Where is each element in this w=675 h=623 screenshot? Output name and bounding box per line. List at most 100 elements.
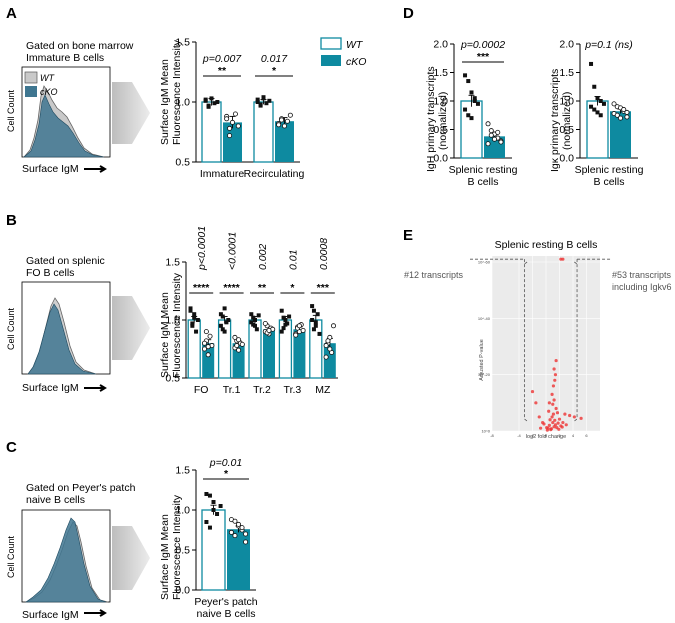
volcano-point (563, 412, 567, 416)
y-tick-label: 2.0 (433, 39, 448, 51)
panel-b-transition-arrow-icon (112, 296, 150, 360)
histogram-cko-curve (23, 94, 105, 158)
volcano-point (530, 389, 535, 394)
data-point-wt (207, 493, 212, 498)
p-value-label: 0.017 (261, 53, 288, 65)
hist-legend-cko-swatch (25, 86, 37, 97)
y-tick-label: 10^-60 (478, 260, 491, 265)
data-point-wt (592, 84, 597, 89)
data-point-cko (236, 347, 242, 353)
bar-cko (202, 343, 215, 378)
x-tick-label: -8 (490, 433, 494, 438)
data-point-wt (279, 329, 284, 334)
x-category-label: MZ (315, 384, 331, 396)
panel-c-gate-line1: Gated on Peyer's patch (26, 482, 136, 494)
data-point-cko (262, 320, 268, 326)
data-point-cko (202, 346, 208, 352)
data-point-wt (218, 323, 223, 328)
significance-stars: *** (477, 51, 490, 63)
bar-cko (227, 529, 250, 590)
left-threshold-bracket (524, 259, 528, 422)
volcano-point (548, 418, 552, 422)
data-point-cko (202, 340, 208, 346)
y-tick-label: 1.0 (175, 97, 190, 109)
chart-d2-ylabel-line2: (normalized) (561, 92, 573, 150)
y-tick-label: 1.5 (175, 465, 190, 477)
data-point-wt (475, 101, 480, 106)
bar-cko (223, 122, 242, 162)
volcano-point (556, 421, 560, 425)
data-point-wt (313, 320, 318, 325)
volcano-point (560, 425, 564, 429)
data-point-cko (621, 107, 627, 113)
panel-a-gate-line1: Gated on bone marrow (26, 40, 134, 52)
data-point-cko (232, 533, 238, 539)
x-category-label: Tr.2 (253, 384, 271, 396)
data-point-cko (205, 344, 211, 350)
data-point-cko (232, 334, 238, 340)
data-point-wt (215, 512, 220, 516)
volcano-point (561, 257, 565, 261)
hist-b-arrow-icon (84, 384, 107, 392)
hist-a-xlabel: Surface IgM (22, 163, 79, 175)
volcano-point (547, 423, 551, 427)
hist-a-ylabel: Cell Count (6, 89, 16, 132)
data-point-wt (203, 97, 208, 102)
data-point-cko (227, 133, 233, 139)
data-point-cko (287, 112, 293, 118)
data-point-cko (232, 518, 238, 524)
data-point-cko (239, 525, 245, 531)
data-point-cko (235, 123, 241, 129)
data-point-wt (595, 110, 600, 115)
significance-stars: * (224, 468, 229, 480)
significance-stars: ** (218, 65, 227, 77)
panel-c-label: C (6, 439, 17, 456)
x-category-label: Tr.3 (284, 384, 302, 396)
p-value-label: p<0.0001 (196, 226, 208, 271)
data-point-wt (281, 326, 286, 331)
p-value-label: <0.0001 (227, 232, 239, 270)
data-point-wt (222, 329, 227, 334)
bar-wt (253, 101, 274, 163)
volcano-xlabel: log2 fold change (526, 434, 566, 440)
volcano-right-annotation-line1: #53 transcripts (612, 270, 672, 280)
x-category-label-line1: Splenic resting (449, 164, 518, 176)
bar-wt (187, 319, 201, 379)
legend-wt-swatch (320, 37, 342, 50)
data-point-cko (330, 323, 336, 329)
data-point-cko (279, 117, 285, 123)
data-point-wt (472, 96, 477, 101)
data-point-wt (253, 323, 257, 328)
p-value-label: 0.01 (287, 250, 299, 270)
data-point-wt (466, 79, 471, 84)
y-tick-label: 10^-20 (478, 372, 491, 377)
volcano-point (549, 427, 553, 432)
y-tick-label: 1.0 (165, 315, 180, 327)
data-point-cko (488, 128, 494, 134)
data-point-wt (598, 113, 603, 118)
histogram-cko-curve (25, 517, 107, 603)
data-point-wt (206, 103, 211, 108)
volcano-point (553, 418, 557, 422)
p-value-label: p=0.007 (202, 53, 242, 65)
data-point-wt (256, 313, 261, 318)
hist-legend-wt: WT (40, 73, 55, 83)
chart-b-ylabel-line2: Fluorescence Intensity (171, 272, 183, 378)
panel-b-bar-chart: Surface IgM Mean Fluorescence Intensity … (159, 226, 338, 396)
data-point-wt (472, 99, 477, 103)
y-tick-label: 10^-40 (478, 316, 491, 321)
data-point-cko (498, 139, 504, 145)
y-tick-label: 10^0 (481, 429, 490, 434)
significance-stars: **** (193, 282, 210, 294)
data-point-wt (253, 318, 257, 322)
x-tick-label: 4 (572, 433, 575, 438)
data-point-cko (236, 337, 242, 343)
panel-d1-bar-chart: IgH primary transcripts (normalized) 0.0… (425, 39, 518, 189)
data-point-wt (255, 97, 260, 102)
panel-b-label: B (6, 212, 17, 229)
volcano-point (551, 420, 555, 425)
volcano-point (550, 415, 554, 419)
data-point-wt (209, 96, 214, 101)
data-point-cko (207, 333, 213, 339)
bar-wt (586, 100, 609, 159)
